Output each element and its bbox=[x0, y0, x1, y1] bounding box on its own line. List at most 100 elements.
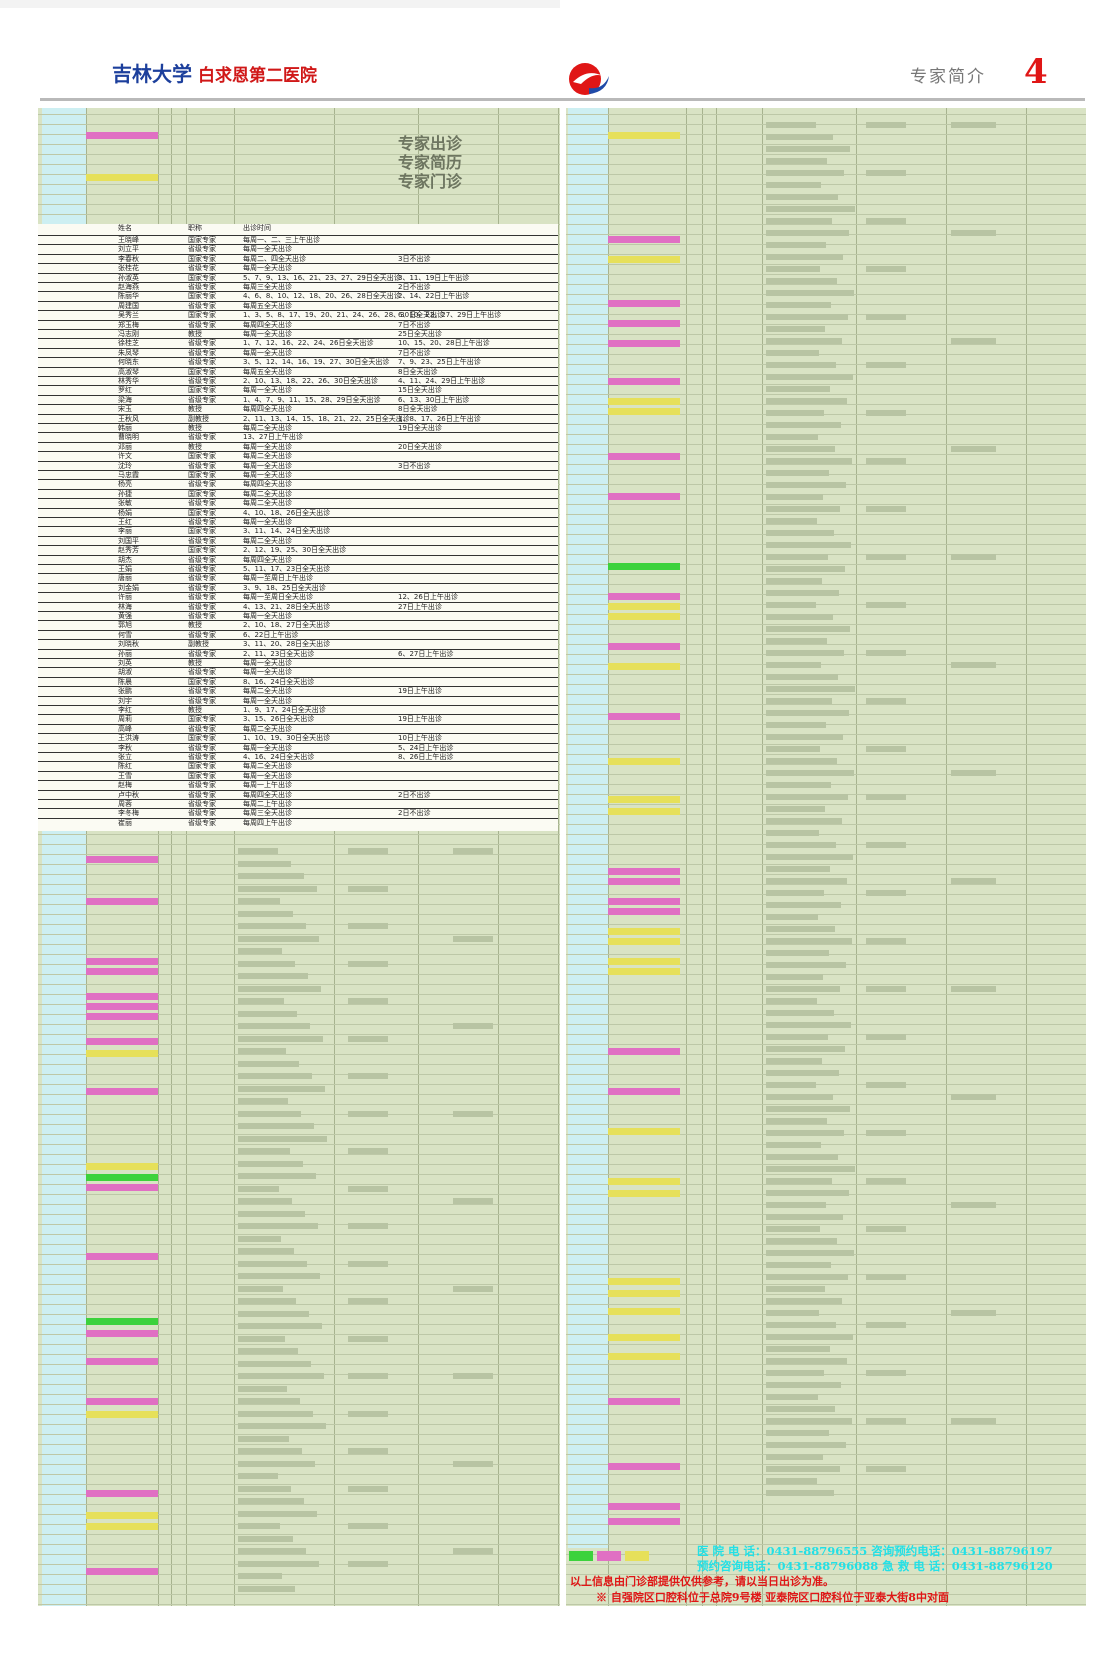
clinic-note: 10、15、20、28日上午出诊 bbox=[398, 339, 490, 348]
highlight-mark bbox=[608, 1088, 680, 1095]
clinic-note: 7、9、23、25日上午出诊 bbox=[398, 358, 481, 367]
text-block bbox=[766, 1082, 816, 1088]
text-block bbox=[766, 914, 818, 920]
text-block bbox=[238, 860, 291, 867]
grid-row-line bbox=[566, 604, 1086, 605]
row-divider bbox=[38, 300, 558, 302]
grid-row-line bbox=[566, 494, 1086, 495]
text-block bbox=[766, 1070, 839, 1076]
text-block bbox=[766, 170, 844, 176]
doctor-title: 教授 bbox=[188, 621, 202, 630]
text-block bbox=[951, 446, 996, 452]
table-row: 韩丽 教授 每周二全天出诊 19日全天出诊 bbox=[38, 424, 558, 433]
row-divider bbox=[38, 432, 558, 434]
table-row: 李红 教授 1、9、17、24日全天出诊 bbox=[38, 706, 558, 715]
text-block bbox=[238, 1548, 306, 1554]
text-block bbox=[766, 1274, 848, 1280]
doctor-name: 吴秀兰 bbox=[118, 311, 139, 320]
table-title-line: 专家门诊 bbox=[397, 172, 462, 191]
clinic-time: 6、22日上午出诊 bbox=[243, 630, 299, 639]
text-block bbox=[766, 422, 841, 428]
doctor-name: 杨娟 bbox=[118, 508, 132, 517]
doctor-name: 刘金娟 bbox=[118, 583, 139, 592]
row-divider bbox=[38, 507, 558, 509]
text-block bbox=[766, 494, 823, 500]
clinic-note: 3日不出诊 bbox=[398, 461, 431, 470]
text-block bbox=[951, 662, 996, 668]
text-block bbox=[766, 842, 836, 848]
table-row: 孙丽 省级专家 2、11、23日全天出诊 6、27日上午出诊 bbox=[38, 650, 558, 659]
grid-row-line bbox=[38, 134, 560, 135]
doctor-name: 邓丽 bbox=[118, 442, 132, 451]
doctor-name: 陈晨 bbox=[118, 677, 132, 686]
text-block bbox=[348, 923, 388, 929]
row-divider bbox=[38, 357, 558, 359]
phone-line: 预约咨询电话：0431-88796088 急 救 电 话：0431-887961… bbox=[697, 1559, 1053, 1573]
doctor-name: 刘英 bbox=[118, 659, 132, 667]
doctor-title: 省级专家 bbox=[188, 649, 216, 658]
text-block bbox=[766, 1418, 852, 1424]
doctor-name: 梁海 bbox=[118, 395, 132, 404]
text-block bbox=[766, 314, 848, 320]
row-divider bbox=[38, 686, 558, 688]
clinic-time: 每周一全天出诊 bbox=[243, 743, 292, 752]
table-row: 何晓东 省级专家 3、5、12、14、16、19、27、30日全天出诊 7、9、23、… bbox=[38, 358, 558, 367]
table-row: 李冬梅 省级专家 每周三全天出诊 2日不出诊 bbox=[38, 809, 558, 818]
clinic-time: 每周一全天出诊 bbox=[243, 612, 292, 620]
doctor-name: 沈玲 bbox=[118, 461, 132, 470]
doctor-title: 省级专家 bbox=[188, 264, 216, 273]
clinic-time: 3、5、12、14、16、19、27、30日全天出诊 bbox=[243, 358, 390, 367]
text-block bbox=[766, 998, 817, 1004]
highlight-mark bbox=[608, 1178, 680, 1185]
text-block bbox=[766, 602, 816, 608]
grid-row-line bbox=[566, 894, 1086, 895]
table-title: 专家出诊 专家简历 专家门诊 bbox=[350, 134, 510, 191]
highlight-mark bbox=[608, 1278, 680, 1285]
text-block bbox=[766, 278, 837, 284]
row-divider bbox=[38, 263, 558, 265]
text-block bbox=[951, 230, 996, 236]
col-header-title: 职称 bbox=[188, 224, 202, 232]
text-block bbox=[766, 1442, 846, 1448]
doctor-title: 国家专家 bbox=[188, 546, 216, 555]
text-block bbox=[238, 1473, 278, 1479]
legend-magenta bbox=[597, 1551, 621, 1561]
row-divider bbox=[38, 611, 558, 612]
text-block bbox=[766, 686, 855, 692]
table-row: 张桂花 省级专家 每周一全天出诊 bbox=[38, 264, 558, 273]
row-divider bbox=[38, 770, 558, 772]
table-row: 罗红 国家专家 每周一全天出诊 15日全天出诊 bbox=[38, 386, 558, 395]
grid-row-line bbox=[38, 864, 560, 865]
text-block bbox=[348, 1448, 388, 1454]
doctor-title: 省级专家 bbox=[188, 790, 216, 799]
table-row: 郑玉梅 省级专家 每周四全天出诊 7日不出诊 bbox=[38, 321, 558, 330]
doctor-name: 刘晓秋 bbox=[118, 640, 139, 649]
doctor-name: 王雪 bbox=[118, 771, 132, 780]
text-block bbox=[766, 398, 847, 404]
text-block bbox=[238, 1060, 299, 1067]
grid-row-line bbox=[566, 934, 1086, 935]
text-block bbox=[866, 122, 906, 128]
row-divider bbox=[38, 695, 558, 697]
text-block bbox=[866, 1178, 906, 1184]
text-block bbox=[766, 338, 842, 344]
table-title-line: 专家简历 bbox=[397, 153, 462, 172]
text-block bbox=[238, 1323, 322, 1329]
doctor-name: 刘立平 bbox=[118, 245, 139, 254]
grid-row-line bbox=[38, 1154, 560, 1155]
row-divider bbox=[38, 733, 558, 735]
grid-row-line bbox=[38, 114, 560, 115]
grid-row-line bbox=[566, 1284, 1086, 1285]
doctor-title: 国家专家 bbox=[188, 527, 216, 536]
text-block bbox=[866, 170, 906, 176]
highlight-mark bbox=[608, 1463, 680, 1470]
table-row: 张鹏 省级专家 每周二全天出诊 19日上午出诊 bbox=[38, 687, 558, 696]
text-block bbox=[766, 1106, 850, 1112]
text-block bbox=[766, 710, 849, 716]
text-block bbox=[866, 1466, 906, 1472]
row-divider bbox=[38, 808, 558, 810]
grid-row-line bbox=[566, 1504, 1086, 1505]
doctor-name: 宋玉 bbox=[118, 405, 132, 414]
footer-location-note: ※ 自强院区口腔科位于总院9号楼 亚泰院区口腔科位于亚泰大街8中对面 bbox=[596, 1591, 949, 1604]
text-block bbox=[766, 590, 839, 596]
